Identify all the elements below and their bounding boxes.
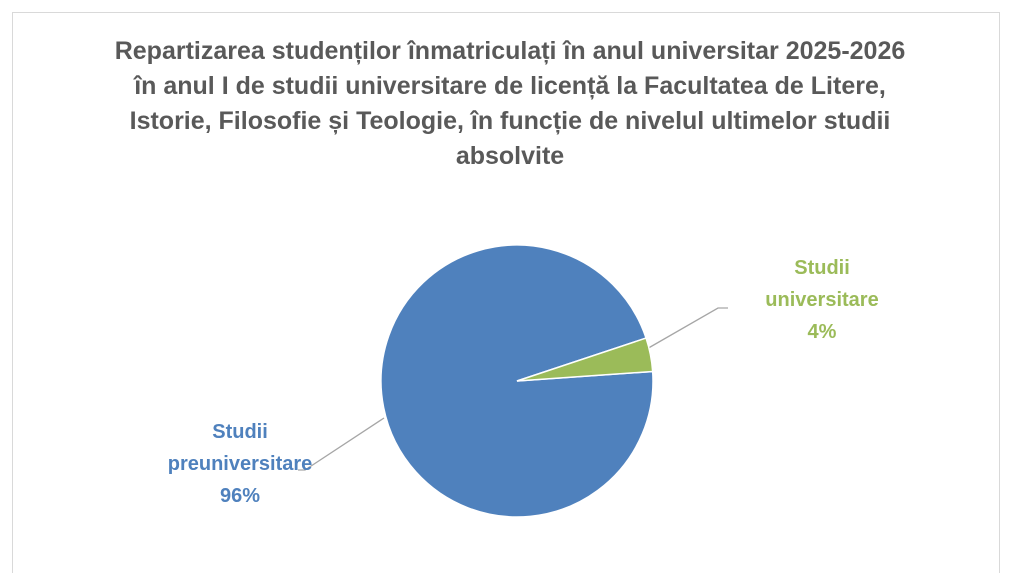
pie-slice xyxy=(516,337,654,382)
category-label: Studii universitare xyxy=(765,257,879,311)
chart-frame xyxy=(12,12,1000,573)
chart: Repartizarea studenților înmatriculați î… xyxy=(12,12,1000,573)
category-label: Studii preuniversitare xyxy=(167,421,313,475)
chart-title: Repartizarea studenților înmatriculați î… xyxy=(114,37,906,170)
leader-line xyxy=(298,417,385,471)
data-label: Studii preuniversitare 96% xyxy=(168,416,313,512)
plot xyxy=(298,244,728,518)
value-label: 96% xyxy=(219,485,261,507)
data-label: Studii universitare 4% xyxy=(765,252,878,348)
leader-line xyxy=(644,307,728,351)
value-label: 4% xyxy=(807,321,837,343)
